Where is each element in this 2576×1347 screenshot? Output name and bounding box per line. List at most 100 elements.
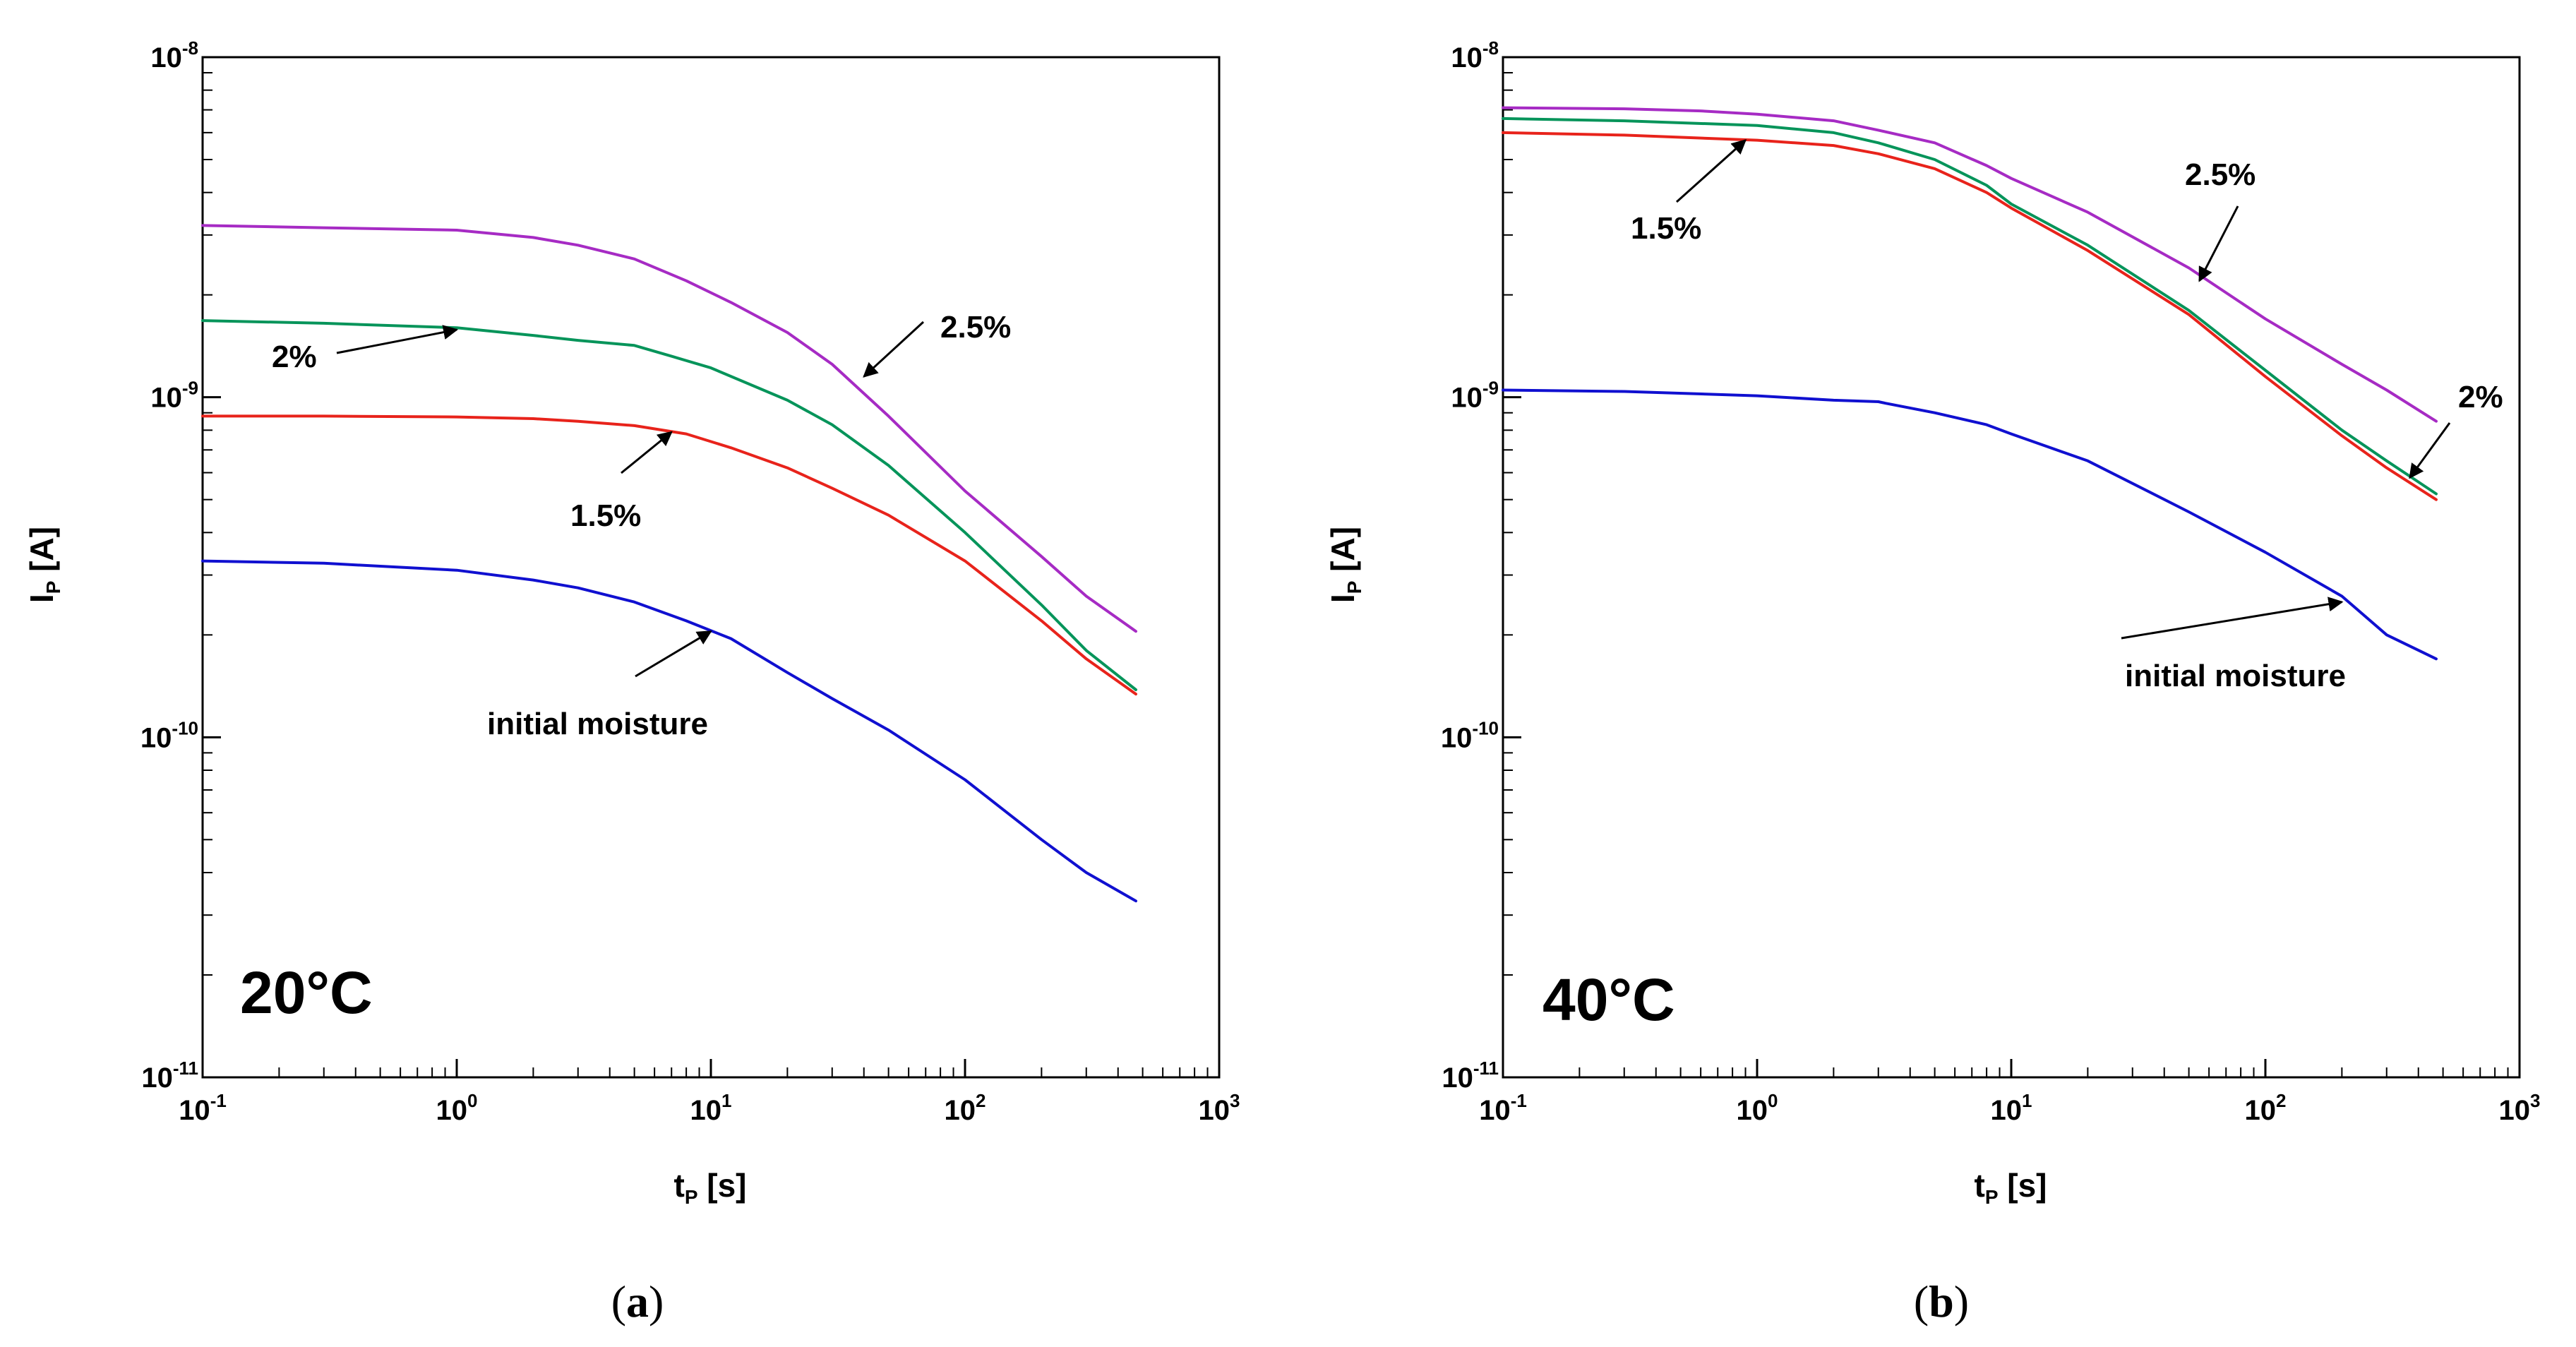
series-line-2-5- xyxy=(1502,106,2438,423)
x-tick-exponent: 2 xyxy=(2276,1090,2286,1111)
y-axis-title-main: I xyxy=(23,594,60,603)
y-tick-exponent: -8 xyxy=(1482,37,1499,59)
x-tick-base: 10 xyxy=(1991,1095,2023,1126)
x-axis-title-sub: P xyxy=(685,1186,698,1208)
panel-label-close: ) xyxy=(1954,1276,1969,1327)
y-tick-base: 10 xyxy=(1441,722,1473,753)
y-axis-title-unit: [A] xyxy=(23,527,60,581)
x-tick-exponent: 1 xyxy=(721,1090,731,1111)
panel-label: (a) xyxy=(611,1276,664,1327)
x-tick-label: 100 xyxy=(436,1090,478,1126)
x-tick-exponent: 0 xyxy=(1768,1090,1778,1111)
y-tick-base: 10 xyxy=(141,1062,173,1094)
y-tick-label: 10-8 xyxy=(1451,37,1499,73)
series-line-2- xyxy=(1502,116,2438,496)
y-axis-title: IP [A] xyxy=(23,527,64,603)
plot-frame xyxy=(201,56,1221,1079)
annotation-arrow xyxy=(2121,597,2344,640)
y-tick-base: 10 xyxy=(150,383,182,414)
annotation-arrow xyxy=(1675,139,1747,203)
x-tick-label: 101 xyxy=(1991,1090,2032,1126)
annotation-label: 2% xyxy=(272,340,317,374)
series-line-initial-moisture xyxy=(201,559,1137,903)
panel-label-letter: a xyxy=(626,1276,649,1327)
y-tick-base: 10 xyxy=(1451,383,1482,414)
x-axis-title-sub: P xyxy=(1985,1186,1999,1208)
x-tick-base: 10 xyxy=(1479,1095,1511,1126)
y-tick-exponent: -9 xyxy=(182,378,198,399)
y-tick-base: 10 xyxy=(140,722,172,753)
x-tick-label: 103 xyxy=(2499,1090,2541,1126)
y-axis-title-main: I xyxy=(1324,594,1361,603)
y-axis-title-sub: P xyxy=(42,581,64,594)
y-axis-title-unit: [A] xyxy=(1324,527,1361,581)
x-tick-exponent: -1 xyxy=(210,1090,227,1111)
annotation-label: 1.5% xyxy=(570,498,641,533)
annotation-label: initial moisture xyxy=(487,707,708,741)
y-tick-exponent: -10 xyxy=(1472,717,1499,738)
series-line-initial-moisture xyxy=(1502,388,2438,661)
x-tick-exponent: -1 xyxy=(1511,1090,1527,1111)
annotation-arrow xyxy=(2409,422,2451,479)
x-tick-base: 10 xyxy=(945,1095,976,1126)
temperature-label: 40°C xyxy=(1542,966,1675,1033)
panel-label-open: ( xyxy=(611,1276,626,1327)
panel-label-close: ) xyxy=(649,1276,664,1327)
x-tick-label: 102 xyxy=(2245,1090,2287,1126)
x-tick-base: 10 xyxy=(690,1095,722,1126)
plot-frame xyxy=(1502,56,2521,1079)
x-tick-base: 10 xyxy=(2499,1095,2531,1126)
series-line-2- xyxy=(201,319,1137,691)
x-axis-title: tP [s] xyxy=(1974,1167,2047,1208)
x-tick-base: 10 xyxy=(2245,1095,2277,1126)
y-tick-label: 10-9 xyxy=(150,378,198,414)
panel-label: (b) xyxy=(1914,1276,1969,1327)
y-tick-label: 10-11 xyxy=(1442,1058,1499,1094)
y-tick-label: 10-10 xyxy=(140,717,198,753)
x-axis-title: tP [s] xyxy=(673,1167,746,1208)
y-tick-label: 10-9 xyxy=(1451,378,1499,414)
y-tick-exponent: -11 xyxy=(1473,1058,1499,1079)
y-tick-exponent: -8 xyxy=(182,37,198,59)
x-tick-label: 10-1 xyxy=(1479,1090,1527,1126)
y-tick-label: 10-8 xyxy=(150,37,198,73)
x-tick-label: 10-1 xyxy=(179,1090,227,1126)
y-tick-base: 10 xyxy=(150,42,182,73)
x-axis-title-main: t xyxy=(1974,1167,1984,1204)
panel-label-open: ( xyxy=(1914,1276,1929,1327)
annotation-arrow xyxy=(336,325,459,354)
x-tick-exponent: 3 xyxy=(2530,1090,2540,1111)
x-tick-label: 101 xyxy=(690,1090,732,1126)
annotation-label: 1.5% xyxy=(1631,211,1701,246)
x-tick-exponent: 1 xyxy=(2022,1090,2032,1111)
series-line-2-5- xyxy=(201,224,1137,633)
x-tick-base: 10 xyxy=(179,1095,210,1126)
annotation-arrow xyxy=(2198,205,2239,282)
annotation-arrow xyxy=(863,321,925,378)
x-tick-base: 10 xyxy=(1737,1095,1768,1126)
x-axis-title-main: t xyxy=(673,1167,684,1204)
y-tick-label: 10-10 xyxy=(1441,717,1499,753)
x-tick-base: 10 xyxy=(1199,1095,1230,1126)
annotation-label: 2.5% xyxy=(2185,157,2256,192)
y-axis-title: IP [A] xyxy=(1324,527,1365,603)
y-tick-exponent: -9 xyxy=(1482,378,1499,399)
y-tick-exponent: -10 xyxy=(172,717,198,738)
y-axis-title-sub: P xyxy=(1343,581,1365,594)
annotation-label: 2.5% xyxy=(940,310,1011,345)
x-axis-title-unit: [s] xyxy=(698,1167,747,1204)
y-tick-base: 10 xyxy=(1442,1062,1473,1094)
annotation-label: initial moisture xyxy=(2125,659,2346,693)
x-tick-label: 102 xyxy=(945,1090,986,1126)
x-tick-exponent: 2 xyxy=(976,1090,986,1111)
annotation-arrow xyxy=(635,630,712,678)
temperature-label: 20°C xyxy=(240,959,373,1026)
annotation-arrow xyxy=(621,431,673,474)
y-tick-label: 10-11 xyxy=(141,1058,198,1094)
x-tick-label: 103 xyxy=(1199,1090,1240,1126)
x-tick-base: 10 xyxy=(436,1095,468,1126)
x-tick-exponent: 0 xyxy=(467,1090,477,1111)
